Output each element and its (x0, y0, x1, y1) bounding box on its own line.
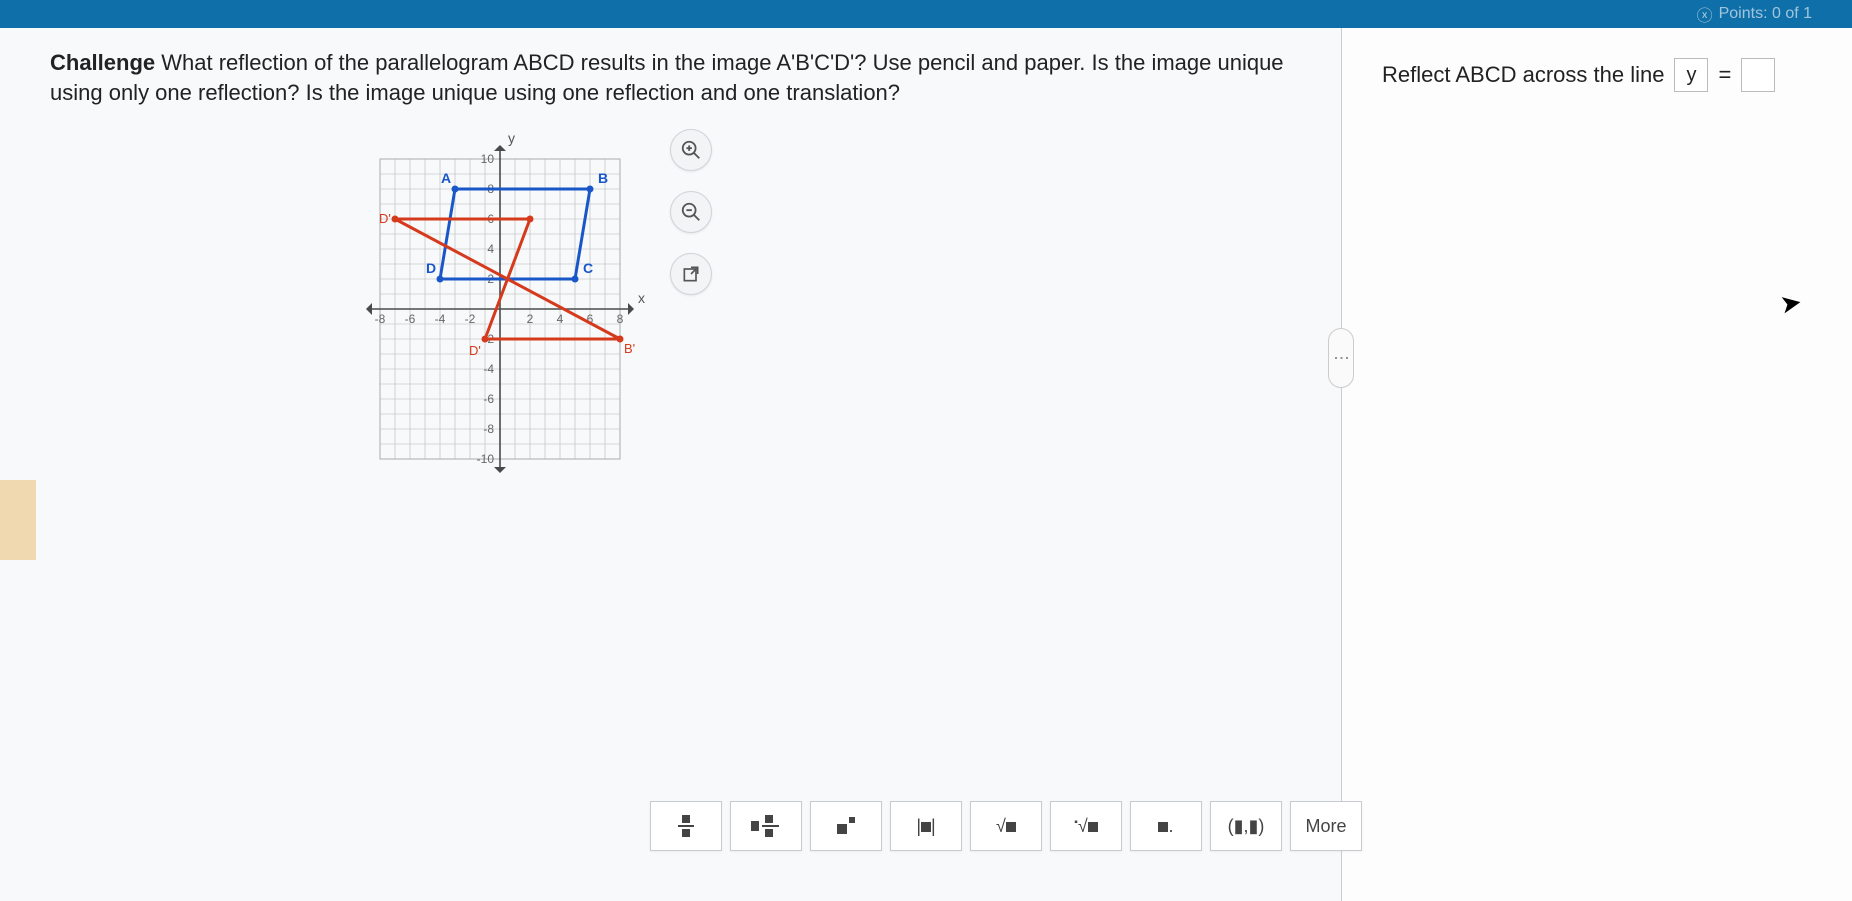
svg-text:-8: -8 (483, 422, 494, 436)
equals-sign: = (1718, 62, 1731, 88)
tb-sqrt[interactable]: √ (970, 801, 1042, 851)
answer-prefix: Reflect ABCD across the line (1382, 62, 1664, 88)
nthroot-icon: ▪√ (1074, 816, 1097, 837)
tb-mixed[interactable] (730, 801, 802, 851)
more-label: More (1305, 816, 1346, 837)
math-toolbar: || √ ▪√ . (▮,▮) More (650, 801, 1362, 851)
svg-text:D': D' (469, 343, 481, 358)
svg-text:2: 2 (527, 312, 534, 326)
svg-text:-4: -4 (435, 312, 446, 326)
svg-text:D: D (426, 260, 436, 276)
zoom-in-icon (680, 139, 702, 161)
coordinate-graph[interactable]: -8-6-4-22468-10-8-6-4-2246810xy ABCDD'D'… (350, 129, 650, 489)
answer-input[interactable] (1741, 58, 1775, 92)
answer-panel: ⋮ Reflect ABCD across the line y = ➤ (1342, 28, 1852, 901)
tb-fraction[interactable] (650, 801, 722, 851)
svg-text:8: 8 (617, 312, 624, 326)
svg-text:10: 10 (481, 152, 495, 166)
expand-handle[interactable]: ⋮ (1328, 328, 1354, 388)
points-label: ⓧ Points: 0 of 1 (1697, 2, 1812, 26)
svg-text:-4: -4 (483, 362, 494, 376)
top-bar: ⓧ Points: 0 of 1 (0, 0, 1852, 28)
svg-text:A: A (441, 170, 451, 186)
svg-text:-8: -8 (375, 312, 386, 326)
zoom-out-icon (680, 201, 702, 223)
popup-button[interactable] (670, 253, 712, 295)
svg-text:-6: -6 (483, 392, 494, 406)
sqrt-icon: √ (996, 816, 1016, 837)
points-text: Points: 0 of 1 (1719, 5, 1812, 23)
exponent-icon (833, 814, 859, 838)
abs-icon: || (916, 816, 935, 837)
svg-text:y: y (508, 130, 515, 146)
svg-text:B: B (598, 170, 608, 186)
svg-text:-10: -10 (477, 452, 495, 466)
tb-exponent[interactable] (810, 801, 882, 851)
tb-ordered-pair[interactable]: (▮,▮) (1210, 801, 1282, 851)
svg-text:C: C (583, 260, 593, 276)
question-text: Challenge What reflection of the paralle… (50, 48, 1301, 107)
zoom-out-button[interactable] (670, 191, 712, 233)
svg-text:-6: -6 (405, 312, 416, 326)
decimal-icon: . (1158, 816, 1173, 837)
question-body: What reflection of the parallelogram ABC… (50, 50, 1284, 105)
zoom-in-button[interactable] (670, 129, 712, 171)
challenge-label: Challenge (50, 50, 155, 75)
ordered-pair-icon: (▮,▮) (1228, 816, 1265, 837)
mixed-fraction-icon (749, 812, 783, 840)
tb-decimal[interactable]: . (1130, 801, 1202, 851)
tb-nthroot[interactable]: ▪√ (1050, 801, 1122, 851)
tb-more[interactable]: More (1290, 801, 1362, 851)
svg-text:x: x (638, 290, 645, 306)
svg-text:-2: -2 (465, 312, 476, 326)
svg-text:B': B' (624, 341, 635, 356)
tb-abs[interactable]: || (890, 801, 962, 851)
fraction-icon (674, 812, 698, 840)
popup-icon (681, 264, 701, 284)
graph-tools (670, 129, 712, 295)
answer-line: Reflect ABCD across the line y = (1382, 58, 1812, 92)
variable-box[interactable]: y (1674, 58, 1708, 92)
graph-container: -8-6-4-22468-10-8-6-4-2246810xy ABCDD'D'… (350, 129, 690, 489)
cursor-icon: ➤ (1778, 286, 1805, 320)
main-content: Challenge What reflection of the paralle… (0, 28, 1852, 901)
side-tab (0, 480, 36, 560)
svg-text:D': D' (379, 211, 391, 226)
close-icon: ⓧ (1697, 2, 1713, 26)
svg-text:4: 4 (557, 312, 564, 326)
svg-text:4: 4 (487, 242, 494, 256)
question-panel: Challenge What reflection of the paralle… (0, 28, 1342, 901)
